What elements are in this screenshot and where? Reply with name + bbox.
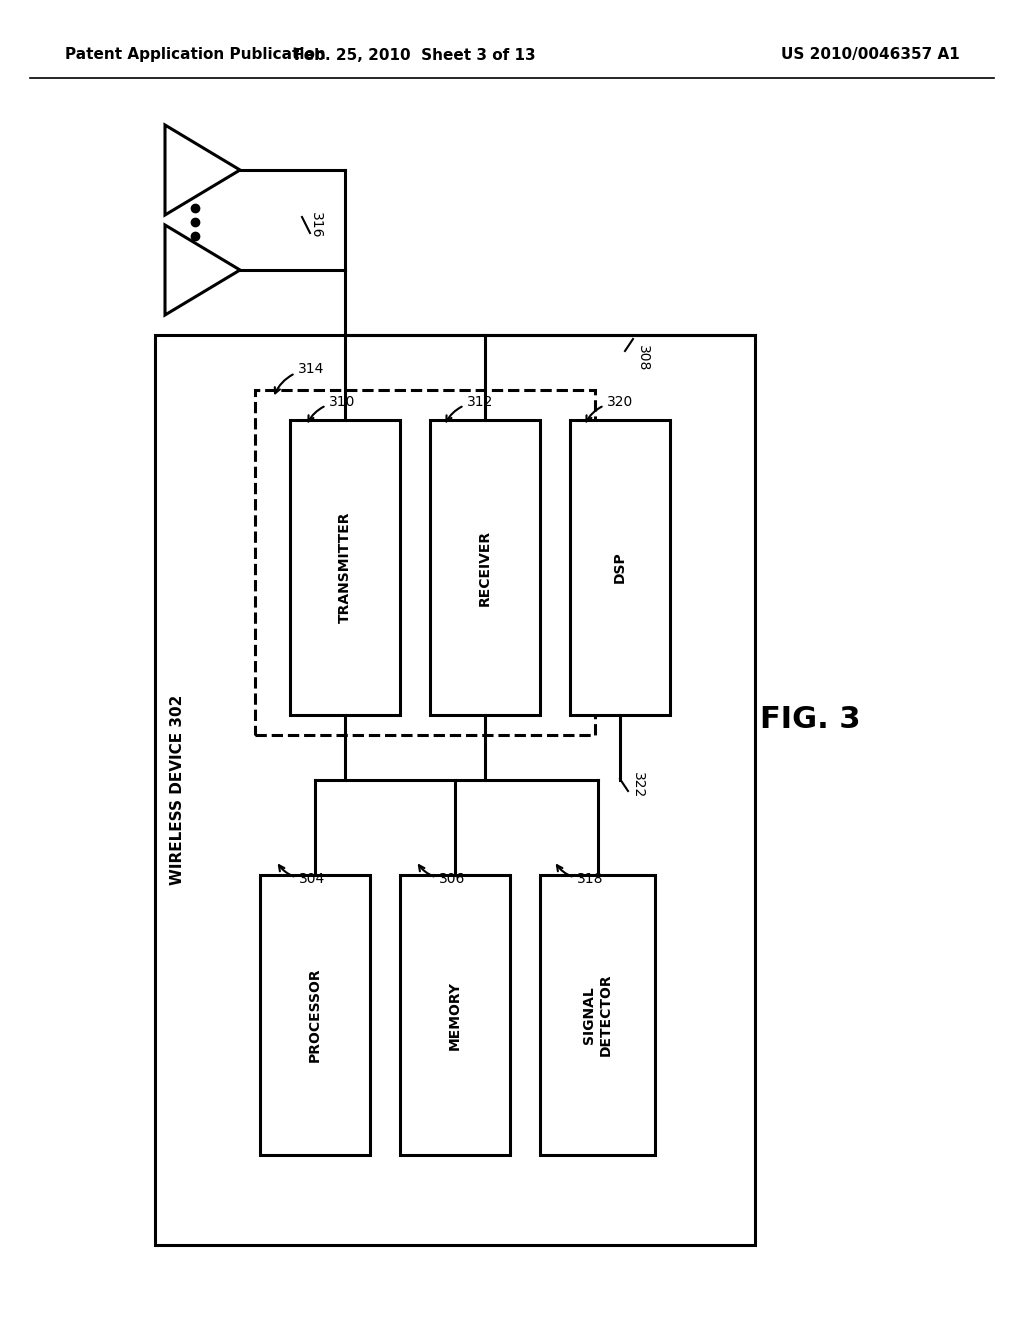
Text: SIGNAL
DETECTOR: SIGNAL DETECTOR — [583, 974, 612, 1056]
Text: 306: 306 — [419, 865, 465, 886]
Text: 316: 316 — [309, 211, 323, 238]
Text: Patent Application Publication: Patent Application Publication — [65, 48, 326, 62]
Bar — [540, 875, 655, 1155]
Text: WIRELESS DEVICE 302: WIRELESS DEVICE 302 — [170, 694, 184, 886]
Text: DSP: DSP — [613, 552, 627, 583]
Text: 322: 322 — [631, 772, 645, 799]
Bar — [260, 875, 370, 1155]
Bar — [155, 335, 755, 1245]
Text: 312: 312 — [446, 395, 494, 421]
Bar — [290, 420, 400, 715]
Text: 308: 308 — [636, 345, 650, 371]
Text: 320: 320 — [587, 395, 633, 421]
Text: US 2010/0046357 A1: US 2010/0046357 A1 — [780, 48, 959, 62]
Bar — [400, 875, 510, 1155]
Text: MEMORY: MEMORY — [449, 981, 462, 1049]
Text: 310: 310 — [308, 395, 355, 421]
Bar — [255, 389, 595, 735]
Bar — [570, 420, 670, 715]
Text: TRANSMITTER: TRANSMITTER — [338, 512, 352, 623]
Text: 304: 304 — [279, 865, 326, 886]
Text: PROCESSOR: PROCESSOR — [308, 968, 322, 1063]
Text: 318: 318 — [557, 865, 603, 886]
Text: RECEIVER: RECEIVER — [478, 529, 492, 606]
Bar — [430, 420, 540, 715]
Text: FIG. 3: FIG. 3 — [760, 705, 860, 734]
Text: 314: 314 — [274, 362, 325, 393]
Text: Feb. 25, 2010  Sheet 3 of 13: Feb. 25, 2010 Sheet 3 of 13 — [294, 48, 536, 62]
